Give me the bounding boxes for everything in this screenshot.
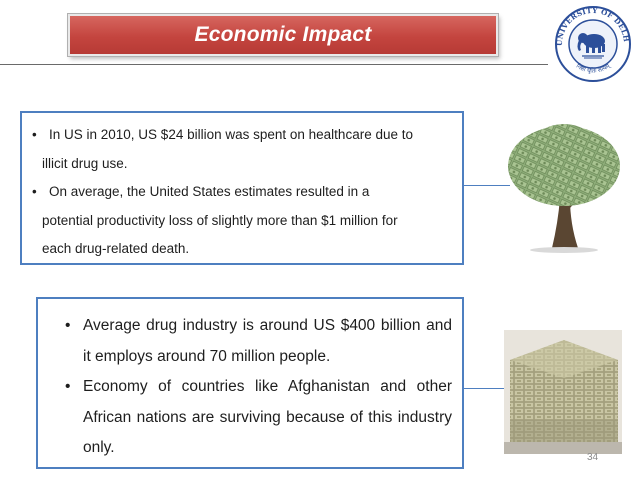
bullet-productivity-loss-cont: potential productivity loss of slightly … [42, 212, 398, 228]
university-seal-logo: UNIVERSITY OF DELHI निष्ठा धृतिः सत्यम् [548, 0, 631, 82]
bullet-economy-dependence: Economy of countries like Afghanistan an… [63, 372, 452, 464]
slide-title: Economic Impact [194, 23, 372, 46]
page-number: 34 [587, 452, 599, 463]
bullet-industry-size: Average drug industry is around US $400 … [63, 311, 452, 372]
healthcare-cost-textbox: In US in 2010, US $24 billion was spent … [20, 111, 464, 265]
title-banner: Economic Impact [68, 14, 498, 56]
header-rule [0, 64, 548, 65]
bullet-healthcare-cost-cont: illicit drug use. [42, 155, 128, 171]
drug-industry-textbox: Average drug industry is around US $400 … [36, 297, 464, 469]
bullet-productivity-loss-cont2: each drug-related death. [42, 241, 190, 256]
bullet-healthcare-cost: In US in 2010, US $24 billion was spent … [30, 121, 454, 150]
bullet-productivity-loss: On average, the United States estimates … [30, 178, 454, 207]
cash-pile-image [504, 330, 622, 454]
connector-line-cash [464, 388, 508, 389]
connector-line-tree [464, 185, 510, 186]
money-tree-image [508, 124, 620, 253]
